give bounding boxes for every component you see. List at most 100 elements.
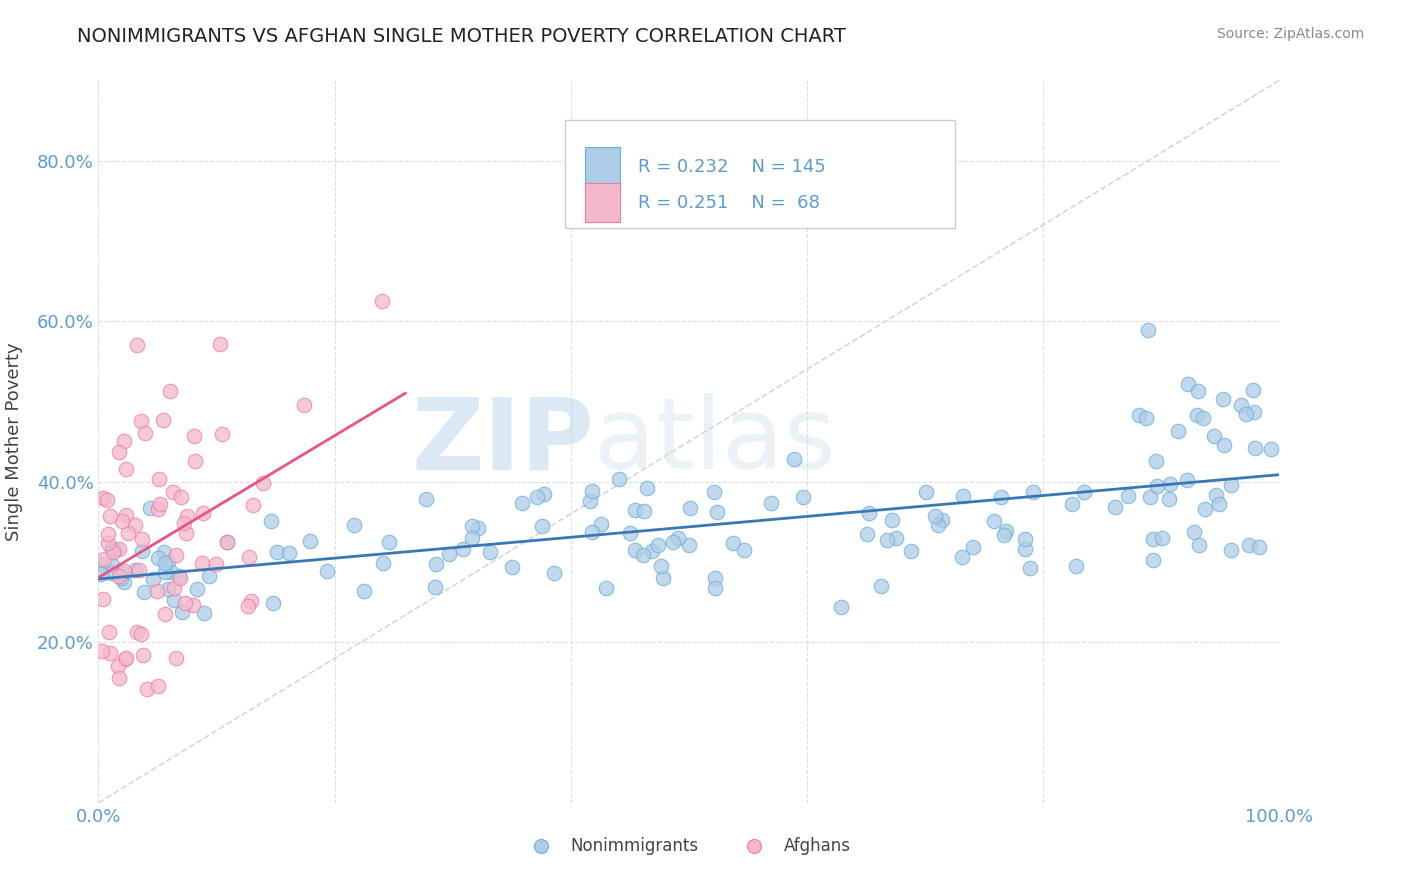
Point xyxy=(115,651,138,665)
Point xyxy=(1064,558,1087,573)
Point xyxy=(353,584,375,599)
Point xyxy=(101,566,124,580)
Point xyxy=(146,679,169,693)
Point xyxy=(461,531,484,545)
Point xyxy=(125,625,148,640)
FancyBboxPatch shape xyxy=(585,147,620,187)
Point xyxy=(211,427,233,442)
Point xyxy=(101,558,124,573)
Point xyxy=(1187,409,1209,423)
Point xyxy=(652,571,675,585)
Point xyxy=(101,542,124,557)
Point xyxy=(215,534,238,549)
Point xyxy=(530,844,553,858)
Point xyxy=(370,294,392,309)
Point xyxy=(162,593,184,607)
Point xyxy=(1014,541,1036,556)
Point xyxy=(703,485,725,500)
Point xyxy=(124,563,146,577)
Point xyxy=(1014,532,1036,546)
Point xyxy=(962,540,984,554)
Point xyxy=(533,487,555,501)
Point xyxy=(115,508,138,523)
Point xyxy=(1188,538,1211,552)
Point xyxy=(631,549,654,563)
Point xyxy=(173,596,195,610)
Point xyxy=(97,536,120,550)
Point xyxy=(129,627,152,641)
Point xyxy=(167,568,190,582)
Point xyxy=(191,506,214,520)
Point xyxy=(1144,454,1167,468)
Point xyxy=(163,581,186,595)
Point xyxy=(501,559,523,574)
Point xyxy=(678,538,700,552)
Point xyxy=(662,534,685,549)
Point xyxy=(173,516,195,530)
Point xyxy=(191,557,214,571)
Point xyxy=(924,509,946,524)
Point xyxy=(931,513,953,527)
Point xyxy=(112,564,135,578)
Point xyxy=(641,544,664,558)
Point xyxy=(91,491,114,505)
Point xyxy=(595,581,617,595)
Point xyxy=(1244,441,1267,455)
Point xyxy=(1230,398,1253,412)
Point xyxy=(153,607,176,621)
Point xyxy=(170,490,193,504)
Point xyxy=(165,651,187,665)
Point xyxy=(633,504,655,518)
Text: NONIMMIGRANTS VS AFGHAN SINGLE MOTHER POVERTY CORRELATION CHART: NONIMMIGRANTS VS AFGHAN SINGLE MOTHER PO… xyxy=(77,27,846,45)
Point xyxy=(1175,474,1198,488)
Point xyxy=(647,538,669,552)
Point xyxy=(298,534,321,549)
Point xyxy=(112,575,135,590)
Point xyxy=(108,444,131,458)
Point xyxy=(915,484,938,499)
Point xyxy=(97,625,120,640)
Point xyxy=(91,644,114,658)
Point xyxy=(530,519,553,533)
Point xyxy=(543,566,565,581)
Point xyxy=(830,599,852,614)
Point xyxy=(240,594,263,608)
Point xyxy=(624,502,647,516)
Point xyxy=(1116,490,1139,504)
Point xyxy=(111,514,134,528)
Point xyxy=(110,571,132,585)
Point xyxy=(131,532,153,546)
FancyBboxPatch shape xyxy=(585,183,620,222)
Point xyxy=(181,598,204,612)
Point xyxy=(1208,497,1230,511)
Point xyxy=(197,568,219,582)
Point xyxy=(155,565,177,579)
Point xyxy=(927,517,949,532)
Point xyxy=(107,671,129,685)
Point xyxy=(1187,384,1209,398)
Point xyxy=(111,566,134,580)
Point xyxy=(315,565,337,579)
Point xyxy=(132,585,155,599)
Point xyxy=(1205,488,1227,502)
Point xyxy=(437,547,460,561)
Point xyxy=(260,514,283,528)
Point xyxy=(117,526,139,541)
Point xyxy=(186,582,208,596)
Point xyxy=(1073,485,1095,500)
Point xyxy=(131,544,153,558)
Point xyxy=(703,581,725,595)
Point xyxy=(1018,561,1040,575)
Point xyxy=(208,337,231,351)
Point xyxy=(761,496,783,510)
Point xyxy=(114,652,136,666)
Point xyxy=(858,506,880,520)
Point xyxy=(783,452,806,467)
Point xyxy=(950,550,973,565)
Point xyxy=(217,534,239,549)
Point xyxy=(159,384,181,398)
Point xyxy=(148,472,170,486)
Point xyxy=(97,527,120,541)
Point xyxy=(1167,424,1189,438)
Point xyxy=(856,526,879,541)
